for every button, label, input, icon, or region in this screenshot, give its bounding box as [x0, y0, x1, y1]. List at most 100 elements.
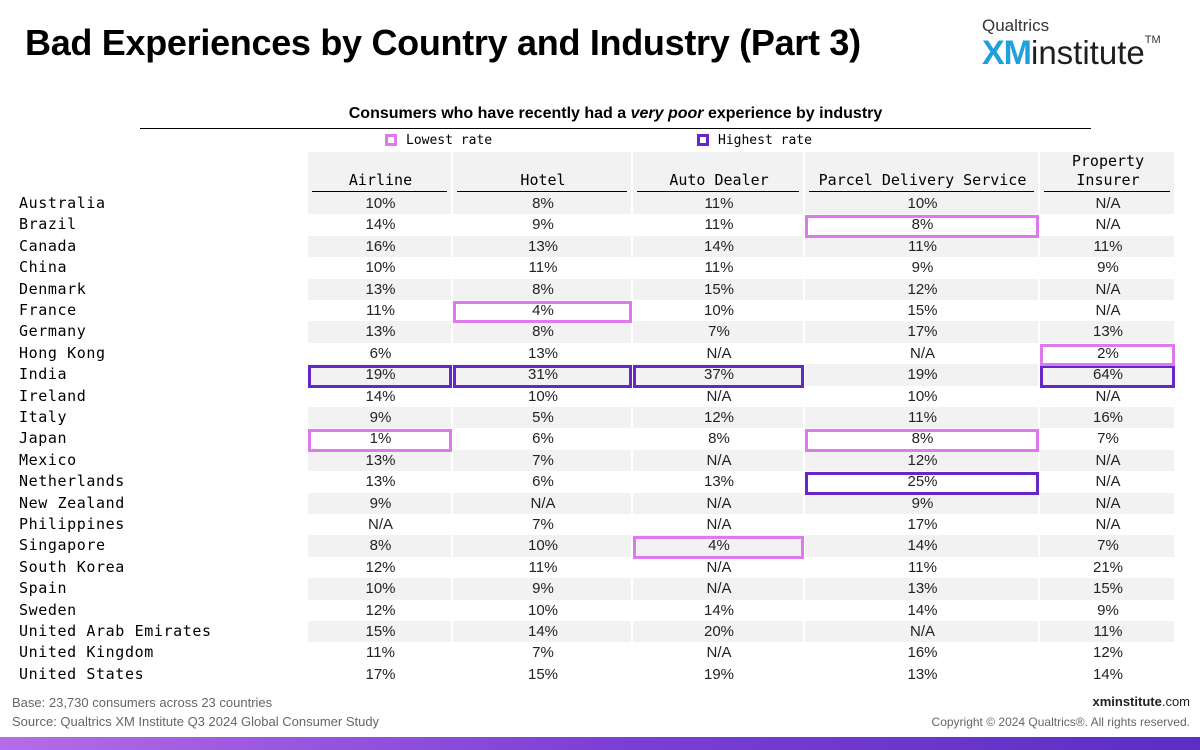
table-cell: 9% [369, 409, 392, 426]
table-cell: 7% [1097, 430, 1119, 448]
table-cell: 8% [911, 430, 934, 448]
lowest-rate-box [633, 536, 804, 559]
column-header: Parcel Delivery Service [805, 152, 1040, 190]
table-cell: 21% [1092, 558, 1124, 576]
table-cell: 15% [907, 302, 938, 319]
row-stripe [18, 471, 1178, 493]
table-cell: 7% [532, 516, 554, 533]
country-label: Ireland [19, 386, 87, 405]
subtitle-rule [140, 128, 1091, 129]
column-header: Auto Dealer [633, 152, 805, 190]
table-cell: 14% [365, 216, 396, 234]
table-cell: 11% [704, 259, 734, 277]
table-cell: 19% [907, 366, 938, 384]
legend-highest: Highest rate [697, 131, 812, 149]
table-cell: 7% [532, 451, 554, 469]
table-cell: 8% [532, 280, 554, 298]
table-cell: 7% [532, 644, 554, 662]
table-cell: 11% [1093, 237, 1123, 255]
table-cell: 9% [1097, 259, 1119, 277]
table-cell: 10% [907, 387, 938, 405]
table-cell: 10% [527, 537, 559, 555]
table-cell: 17% [907, 516, 938, 533]
table-cell: 11% [704, 195, 734, 212]
lowest-rate-box [308, 429, 452, 452]
column-header-line2: Airline [348, 171, 413, 189]
table-cell: 7% [1097, 537, 1119, 555]
table-cell: 10% [703, 302, 735, 319]
table-cell: 10% [365, 259, 396, 277]
row-stripe [18, 385, 1178, 407]
country-label: Denmark [19, 279, 87, 298]
country-label: Australia [19, 194, 106, 212]
column-header: Hotel [453, 152, 633, 190]
table-cell: 14% [703, 237, 735, 255]
table-cell: 6% [532, 473, 554, 491]
logo-institute-text: institute [1031, 34, 1145, 71]
table-cell: 10% [365, 195, 396, 212]
table-cell: 5% [532, 409, 554, 426]
table-cell: N/A [1095, 302, 1121, 319]
table-cell: 15% [365, 623, 396, 640]
table-cell: 11% [366, 644, 395, 662]
column-header-rule [457, 191, 627, 192]
column-header-line2: Insurer [1076, 171, 1140, 189]
table-cell: 4% [708, 537, 730, 555]
table-cell: 16% [907, 644, 938, 662]
country-label: Sweden [19, 600, 77, 619]
table-cell: N/A [909, 623, 935, 640]
table-cell: N/A [1095, 451, 1121, 469]
highest-rate-box [1040, 365, 1175, 388]
table-cell: N/A [706, 516, 732, 533]
footer-site: xminstitute.com [1092, 694, 1190, 709]
table-cell: N/A [1095, 387, 1121, 405]
legend-highest-label: Highest rate [718, 132, 812, 148]
country-label: Singapore [19, 536, 106, 555]
table-cell: 20% [703, 623, 735, 640]
xm-institute-logo: Qualtrics XMinstituteTM [982, 16, 1161, 73]
subtitle-pre: Consumers who have recently had a [348, 105, 631, 122]
legend-lowest-label: Lowest rate [406, 132, 493, 148]
column-header-line2: Hotel [520, 171, 566, 189]
table-cell: 10% [907, 195, 938, 212]
table-cell: 8% [369, 537, 392, 555]
table-cell: 64% [1092, 366, 1124, 384]
row-stripe [18, 642, 1178, 664]
table-cell: N/A [706, 558, 732, 576]
legend-lowest-swatch [385, 134, 397, 146]
table-cell: 17% [365, 665, 396, 683]
table-cell: N/A [367, 516, 393, 533]
country-label: Brazil [19, 215, 77, 234]
country-label: Germany [19, 322, 87, 341]
table-cell: 9% [911, 494, 934, 512]
logo-xm-text: XM [982, 34, 1032, 72]
table-cell: 9% [1097, 601, 1119, 619]
column-header-line1 [633, 152, 805, 171]
table-cell: N/A [909, 344, 935, 362]
table-cell: 14% [907, 601, 938, 619]
table-cell: 8% [911, 216, 934, 234]
table-cell: N/A [530, 494, 556, 512]
table-cell: 11% [528, 259, 558, 277]
highest-rate-box [308, 365, 452, 388]
table-cell: 11% [704, 216, 734, 234]
table-cell: 13% [527, 344, 559, 362]
country-label: United States [19, 664, 145, 683]
table-cell: 10% [527, 601, 559, 619]
table-cell: 9% [532, 216, 554, 234]
table-cell: 16% [365, 237, 396, 255]
table-cell: 12% [365, 558, 396, 576]
table-cell: 9% [911, 259, 934, 277]
table-cell: 11% [528, 558, 558, 576]
footer-base: Base: 23,730 consumers across 23 countri… [12, 695, 273, 710]
table-cell: 19% [365, 366, 396, 384]
country-label: Philippines [19, 515, 125, 533]
table-cell: 15% [1092, 580, 1124, 598]
table-cell: 14% [703, 601, 735, 619]
country-label: New Zealand [19, 493, 125, 512]
table-cell: 16% [1092, 409, 1124, 426]
table-cell: N/A [706, 494, 732, 512]
table-cell: N/A [1095, 473, 1121, 491]
table-cell: 11% [1093, 623, 1123, 640]
table-cell: 13% [365, 280, 396, 298]
